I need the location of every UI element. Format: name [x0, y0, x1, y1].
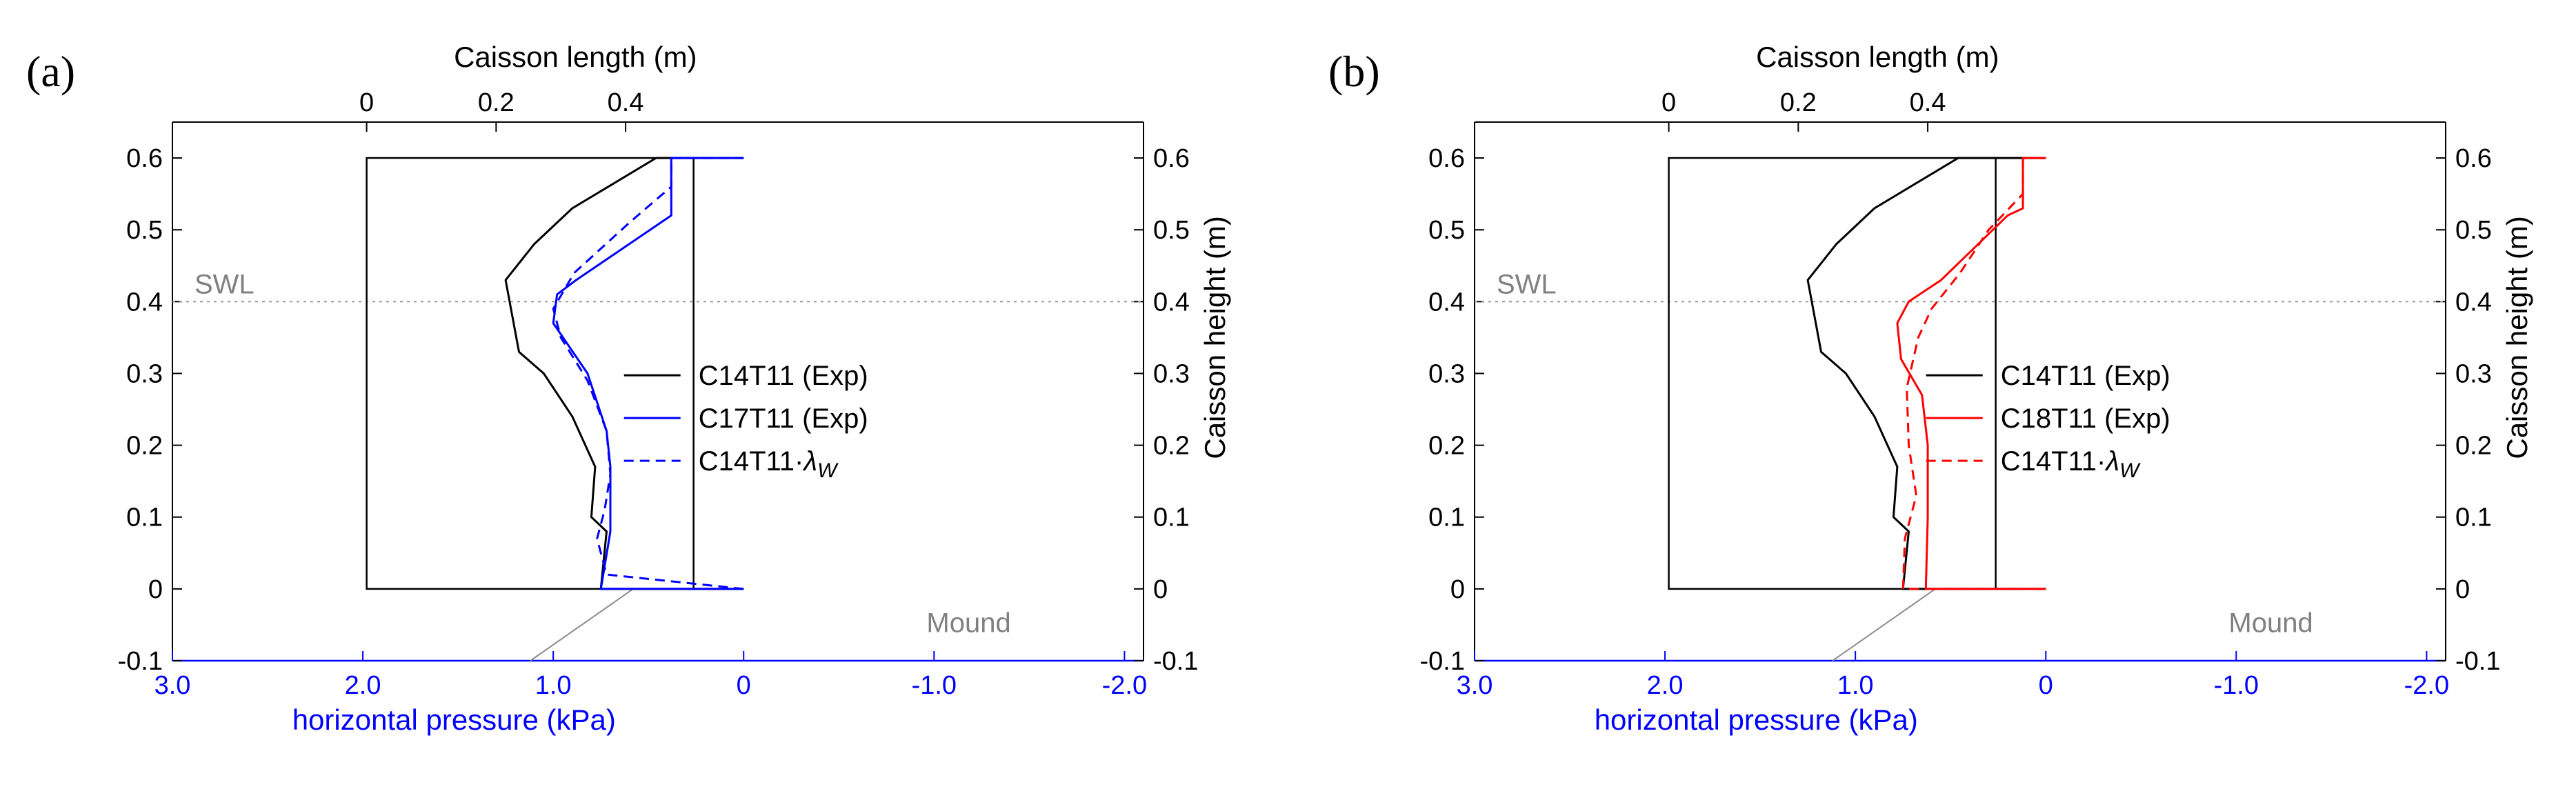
legend-label-2: C18T11 (Exp) [2001, 403, 2170, 434]
right-tick-label: 0.1 [1153, 503, 1190, 532]
legend-lambda: λ [802, 446, 817, 477]
right-tick-label: 0.3 [2455, 359, 2492, 388]
top-tick-label: 0.2 [478, 88, 515, 117]
left-tick-label: 0.5 [126, 216, 163, 245]
left-tick-label: -0.1 [1420, 647, 1465, 676]
left-tick-label: 0.3 [126, 359, 163, 388]
series-line-2 [552, 157, 744, 590]
bottom-tick-label: -2.0 [1102, 671, 1147, 700]
mound-label: Mound [926, 608, 1010, 638]
top-tick-label: 0 [1661, 88, 1676, 117]
left-tick-label: 0.1 [126, 503, 163, 532]
right-tick-label: 0.4 [1153, 288, 1190, 317]
left-tick-label: 0 [148, 575, 163, 604]
legend-lambda-subscript: W [2119, 459, 2141, 482]
mound-label: Mound [2228, 608, 2313, 638]
top-tick-label: 0.4 [1910, 88, 1946, 117]
right-tick-label: 0 [1153, 575, 1168, 604]
right-tick-label: 0.1 [2455, 503, 2492, 532]
mound-slope [530, 588, 634, 661]
bottom-tick-label: 3.0 [154, 671, 191, 700]
series-line-3 [1901, 157, 2046, 590]
top-axis-title: Caisson length (m) [454, 41, 697, 73]
left-tick-label: 0.2 [126, 432, 163, 461]
legend-label-1: C14T11 (Exp) [2001, 361, 2170, 391]
bottom-tick-label: -2.0 [2404, 671, 2449, 700]
left-tick-label: 0.2 [1428, 432, 1465, 461]
left-tick-label: 0.4 [126, 288, 163, 317]
swl-label: SWL [1497, 269, 1557, 299]
panel-a: (a) 0.6 0.6 0.5 0.5 0.4 0.4 0.3 0.3 0.2 0.2 0.1 0.1 0… [26, 41, 1231, 736]
caisson-outline [1668, 157, 1997, 590]
top-tick-label: 0.4 [608, 88, 644, 117]
bottom-tick-label: 2.0 [1647, 671, 1684, 700]
bottom-tick-label: -1.0 [912, 671, 957, 700]
legend-label-3: C14T11·λW [2001, 446, 2141, 482]
top-axis-title: Caisson length (m) [1756, 41, 1999, 73]
right-axis-title: Caisson height (m) [2501, 216, 2533, 459]
left-tick-label: 0.5 [1428, 216, 1465, 245]
mound-slope [1832, 588, 1936, 661]
series-line-2 [1896, 157, 2046, 590]
bottom-tick-label: 2.0 [345, 671, 381, 700]
swl-label: SWL [194, 269, 254, 299]
left-tick-label: 0.4 [1428, 288, 1465, 317]
top-tick-label: 0.2 [1780, 88, 1817, 117]
bottom-tick-label: -1.0 [2214, 671, 2259, 700]
top-tick-label: 0 [359, 88, 374, 117]
right-tick-label: 0 [2455, 575, 2470, 604]
left-tick-label: 0.1 [1428, 503, 1465, 532]
left-tick-label: 0.6 [1428, 144, 1465, 173]
bottom-tick-label: 0 [737, 671, 751, 700]
bottom-axis-title: horizontal pressure (kPa) [292, 703, 616, 736]
series-line-3 [552, 157, 744, 590]
legend-label-2: C17T11 (Exp) [699, 403, 868, 434]
right-tick-label: -0.1 [2455, 647, 2500, 676]
left-tick-label: 0.6 [126, 144, 163, 173]
left-tick-label: -0.1 [118, 647, 163, 676]
right-tick-label: 0.2 [2455, 432, 2492, 461]
left-tick-label: 0 [1450, 575, 1465, 604]
panel-b: (b) 0.6 0.6 0.5 0.5 0.4 0.4 0.3 0.3 0.2 0.2 0.1 0.1 0… [1328, 41, 2533, 736]
panel-label: (a) [26, 47, 75, 96]
legend-lambda: λ [2104, 446, 2119, 477]
legend-lambda-subscript: W [817, 459, 839, 482]
bottom-axis-title: horizontal pressure (kPa) [1595, 703, 1918, 736]
series-line-1 [504, 157, 744, 590]
right-tick-label: -0.1 [1153, 647, 1198, 676]
right-tick-label: 0.2 [1153, 432, 1190, 461]
right-tick-label: 0.4 [2455, 288, 2492, 317]
bottom-tick-label: 1.0 [1837, 671, 1874, 700]
legend-label-3: C14T11·λW [699, 446, 839, 482]
bottom-tick-label: 3.0 [1457, 671, 1493, 700]
right-tick-label: 0.3 [1153, 359, 1190, 388]
right-tick-label: 0.6 [2455, 144, 2492, 173]
series-line-1 [1806, 157, 2046, 590]
right-axis-title: Caisson height (m) [1199, 216, 1231, 459]
left-tick-label: 0.3 [1428, 359, 1465, 388]
caisson-outline [366, 157, 695, 590]
bottom-tick-label: 0 [2039, 671, 2053, 700]
right-tick-label: 0.5 [1153, 216, 1190, 245]
right-tick-label: 0.6 [1153, 144, 1190, 173]
right-tick-label: 0.5 [2455, 216, 2492, 245]
bottom-tick-label: 1.0 [535, 671, 572, 700]
panel-label: (b) [1328, 47, 1380, 96]
legend-label-1: C14T11 (Exp) [699, 361, 868, 391]
